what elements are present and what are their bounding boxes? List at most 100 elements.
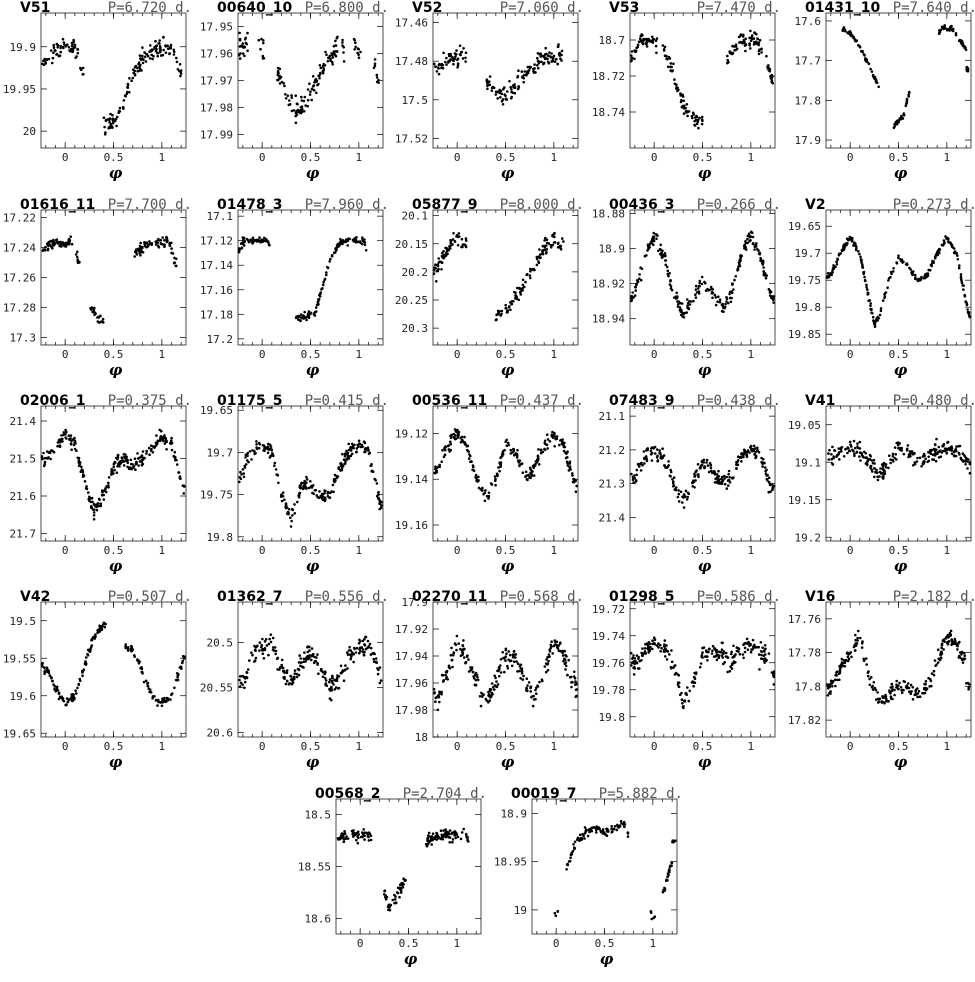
data-point <box>326 495 330 498</box>
data-point <box>921 462 925 465</box>
data-point <box>861 263 864 266</box>
data-point <box>730 290 733 294</box>
x-tick-label: 0 <box>259 740 266 753</box>
data-point <box>244 453 248 457</box>
y-tick-label: 17.48 <box>395 55 428 68</box>
data-point <box>110 471 114 475</box>
data-point <box>327 56 330 60</box>
data-point <box>893 456 896 460</box>
data-point <box>893 446 897 449</box>
data-point <box>570 685 573 689</box>
data-point <box>76 47 79 51</box>
data-point <box>129 458 133 462</box>
data-point <box>523 70 527 73</box>
data-point <box>517 69 520 72</box>
data-point <box>447 664 451 668</box>
data-point <box>518 464 521 468</box>
data-point <box>679 92 682 95</box>
data-point <box>369 653 373 656</box>
data-point <box>545 658 548 661</box>
data-point <box>265 644 269 647</box>
data-point <box>858 45 862 49</box>
data-point <box>772 484 776 488</box>
data-point <box>913 273 917 277</box>
data-point <box>746 237 749 241</box>
data-point <box>545 433 549 437</box>
data-point <box>267 241 270 244</box>
data-point <box>42 63 46 67</box>
data-point <box>155 434 158 437</box>
data-point <box>555 57 558 61</box>
data-point <box>684 489 688 493</box>
data-point <box>502 657 506 660</box>
data-point <box>325 271 328 274</box>
data-point <box>718 300 722 304</box>
y-tick-label: 17.7 <box>795 55 822 68</box>
data-point <box>77 456 81 460</box>
data-point <box>340 671 343 675</box>
y-tick-label: 19.12 <box>395 427 428 440</box>
data-point <box>55 238 59 241</box>
data-point <box>649 453 653 456</box>
data-point <box>486 87 489 91</box>
y-tick-label: 17.97 <box>200 75 233 88</box>
y-tick-label: 17.96 <box>395 677 428 690</box>
data-point <box>853 454 856 458</box>
data-point <box>269 633 273 636</box>
data-point <box>450 646 453 650</box>
data-point <box>158 45 162 48</box>
data-point <box>300 316 303 319</box>
data-point <box>673 488 676 491</box>
data-point <box>748 451 751 454</box>
data-point <box>573 677 577 680</box>
data-point <box>341 41 344 44</box>
data-point <box>635 468 639 472</box>
data-point <box>73 43 77 47</box>
data-point <box>757 451 761 454</box>
data-point <box>635 46 638 50</box>
data-point <box>638 465 641 468</box>
data-point <box>255 440 258 443</box>
data-point <box>490 682 494 685</box>
data-point <box>102 498 106 501</box>
data-point <box>499 664 502 667</box>
data-point <box>280 80 284 84</box>
x-axis-label: φ <box>894 557 908 575</box>
data-point <box>638 277 641 281</box>
data-point <box>550 640 553 643</box>
data-point <box>666 58 669 61</box>
data-point <box>309 90 312 93</box>
data-point <box>452 651 455 655</box>
data-point <box>164 45 168 48</box>
x-tick-label: 1 <box>748 151 755 164</box>
data-point <box>43 670 46 673</box>
data-point <box>694 470 697 474</box>
data-point <box>479 704 483 708</box>
data-point <box>716 300 719 304</box>
data-point <box>311 653 314 657</box>
data-point <box>630 295 633 298</box>
data-point <box>353 48 357 51</box>
period-label: P=0.375 d. <box>108 393 192 409</box>
data-point <box>360 242 364 246</box>
data-point <box>553 241 557 244</box>
data-point <box>840 446 844 449</box>
data-point <box>57 54 61 58</box>
data-point <box>307 315 311 319</box>
data-point <box>833 265 837 269</box>
data-point <box>866 459 870 463</box>
star-name: 07483_9 <box>609 393 674 409</box>
data-point <box>510 95 513 99</box>
data-point <box>357 53 360 56</box>
data-point <box>318 77 321 80</box>
data-point <box>315 494 319 497</box>
data-point <box>506 309 510 313</box>
data-point <box>239 52 242 55</box>
data-point <box>499 456 502 460</box>
data-point <box>529 471 532 475</box>
data-point <box>505 652 508 655</box>
data-point <box>348 645 351 649</box>
data-point <box>757 49 761 53</box>
data-point <box>278 67 282 71</box>
